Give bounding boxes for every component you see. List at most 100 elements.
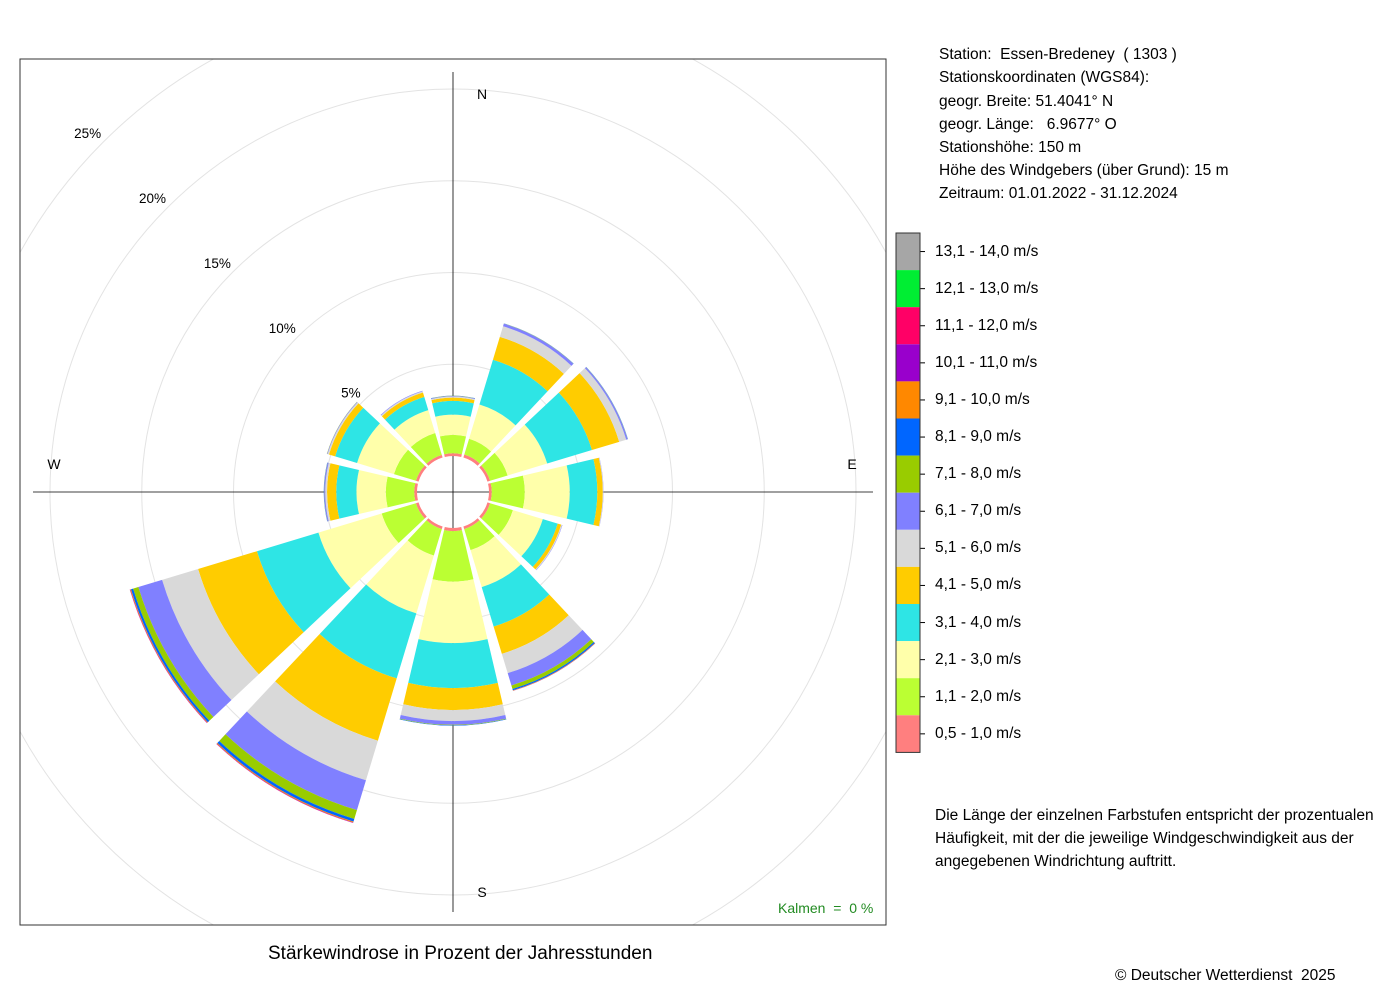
sector-210-bin-6 bbox=[225, 711, 366, 811]
radial-tick-label-20: 20% bbox=[139, 191, 166, 206]
radial-tick-label-10: 10% bbox=[269, 321, 296, 336]
sector-150-bin-7 bbox=[511, 639, 594, 689]
sector-150-bin-6 bbox=[507, 629, 592, 686]
sector-90-bin-6 bbox=[599, 457, 604, 527]
sector-90-bin-2 bbox=[522, 465, 570, 519]
sector-240-bin-6 bbox=[138, 579, 232, 717]
sector-240-bin-3 bbox=[256, 532, 351, 633]
legend-label-7: 7,1 - 8,0 m/s bbox=[935, 465, 1022, 483]
sector-90-bin-4 bbox=[593, 457, 603, 527]
sector-180-bin-4 bbox=[403, 682, 503, 711]
legend-swatch-6 bbox=[896, 492, 920, 530]
legend-label-12: 12,1 - 13,0 m/s bbox=[935, 279, 1039, 297]
legend-label-13: 13,1 - 14,0 m/s bbox=[935, 242, 1039, 260]
sector-270deg bbox=[323, 462, 418, 522]
sector-270-bin-4 bbox=[327, 463, 340, 521]
sector-90-bin-0 bbox=[488, 483, 492, 501]
legend-swatch-13 bbox=[896, 233, 920, 271]
compass-label-e: E bbox=[847, 456, 856, 472]
legend-label-0: 0,5 - 1,0 m/s bbox=[935, 724, 1022, 742]
station-elevation: Stationshöhe: 150 m bbox=[939, 139, 1082, 156]
legend-label-1: 1,1 - 2,0 m/s bbox=[935, 687, 1022, 705]
sector-60-bin-0 bbox=[479, 465, 491, 482]
sector-30deg bbox=[463, 323, 574, 466]
compass-label-n: N bbox=[477, 86, 487, 102]
legend-label-9: 9,1 - 10,0 m/s bbox=[935, 390, 1030, 408]
sector-300-bin-5 bbox=[327, 402, 359, 455]
sector-30-bin-0 bbox=[463, 454, 480, 466]
sector-210-bin-3 bbox=[319, 584, 417, 679]
copyright: © Deutscher Wetterdienst 2025 bbox=[1115, 967, 1336, 984]
sector-60-bin-2 bbox=[494, 424, 548, 476]
sector-210-bin-5 bbox=[246, 681, 378, 781]
legend-swatch-8 bbox=[896, 418, 920, 456]
sector-150-bin-2 bbox=[470, 536, 521, 588]
legend-swatch-3 bbox=[896, 604, 920, 642]
sector-120deg bbox=[479, 502, 563, 571]
sector-0deg bbox=[430, 395, 476, 457]
sector-0-bin-2 bbox=[435, 414, 471, 437]
radial-tick-labels: 5% 10% 15% 20% 25% bbox=[74, 126, 361, 401]
legend-swatch-2 bbox=[896, 641, 920, 679]
sector-180deg bbox=[399, 527, 507, 726]
sector-240-bin-2 bbox=[318, 513, 399, 589]
station-latitude: geogr. Breite: 51.4041° N bbox=[939, 93, 1114, 110]
sector-270-bin-0 bbox=[414, 483, 418, 501]
sector-60-bin-3 bbox=[524, 392, 592, 464]
sector-240-bin-7 bbox=[133, 586, 214, 721]
legend-label-8: 8,1 - 9,0 m/s bbox=[935, 428, 1022, 446]
sector-30-bin-3 bbox=[479, 359, 548, 426]
sector-210-bin-4 bbox=[275, 633, 397, 741]
legend-swatch-11 bbox=[896, 307, 920, 345]
sector-180-bin-5 bbox=[400, 704, 506, 722]
compass-label-w: W bbox=[47, 456, 61, 472]
legend-label-3: 3,1 - 4,0 m/s bbox=[935, 613, 1022, 631]
sector-90deg bbox=[488, 457, 604, 527]
legend-label-6: 6,1 - 7,0 m/s bbox=[935, 502, 1022, 520]
legend-swatch-7 bbox=[896, 455, 920, 493]
sector-210deg bbox=[216, 518, 443, 823]
legend-swatch-5 bbox=[896, 529, 920, 567]
legend-label-10: 10,1 - 11,0 m/s bbox=[935, 353, 1038, 371]
sector-120-bin-1 bbox=[481, 503, 513, 535]
sector-270-bin-2 bbox=[356, 469, 388, 515]
sector-210-bin-7 bbox=[219, 734, 357, 819]
sector-270-bin-7 bbox=[323, 462, 328, 522]
legend-explanation: Die Länge der einzelnen Farbstufen entsp… bbox=[935, 807, 1374, 870]
sector-90-bin-1 bbox=[490, 475, 525, 509]
sector-180-bin-3 bbox=[408, 639, 498, 689]
sector-0-bin-0 bbox=[444, 453, 462, 457]
sector-180-bin-6 bbox=[399, 714, 507, 725]
legend-label-5: 5,1 - 6,0 m/s bbox=[935, 539, 1022, 557]
sector-300-bin-4 bbox=[328, 403, 364, 457]
sector-0-bin-1 bbox=[439, 434, 467, 455]
sector-300-bin-1 bbox=[393, 449, 425, 481]
legend-swatch-12 bbox=[896, 270, 920, 308]
station-longitude: geogr. Länge: 6.9677° O bbox=[939, 116, 1117, 133]
sector-0-bin-5 bbox=[431, 396, 475, 401]
speed-legend bbox=[895, 232, 925, 753]
time-period: Zeitraum: 01.01.2022 - 31.12.2024 bbox=[939, 185, 1178, 202]
sector-150-bin-1 bbox=[464, 520, 495, 551]
sector-0-bin-7 bbox=[431, 395, 475, 399]
sector-330-bin-5 bbox=[380, 391, 423, 417]
sector-270-bin-5 bbox=[325, 462, 331, 522]
calm-label: Kalmen = 0 % bbox=[778, 900, 874, 916]
sector-60-bin-4 bbox=[558, 373, 620, 451]
sector-60-bin-1 bbox=[481, 452, 508, 481]
legend-frame bbox=[895, 232, 921, 753]
compass-label-s: S bbox=[477, 884, 486, 900]
sector-150-bin-4 bbox=[493, 594, 569, 654]
sector-300-bin-3 bbox=[335, 407, 380, 464]
legend-label-4: 4,1 - 5,0 m/s bbox=[935, 576, 1022, 594]
sector-30-bin-1 bbox=[464, 438, 492, 464]
radial-tick-label-15: 15% bbox=[204, 256, 231, 271]
sector-270-bin-8 bbox=[323, 462, 328, 522]
sector-0-bin-4 bbox=[431, 397, 475, 404]
compass-labels: N E S W bbox=[47, 86, 856, 900]
sector-30-bin-6 bbox=[503, 323, 574, 366]
sector-0-bin-3 bbox=[432, 400, 474, 417]
sector-240-bin-4 bbox=[198, 551, 304, 675]
sector-330-bin-2 bbox=[394, 410, 436, 448]
